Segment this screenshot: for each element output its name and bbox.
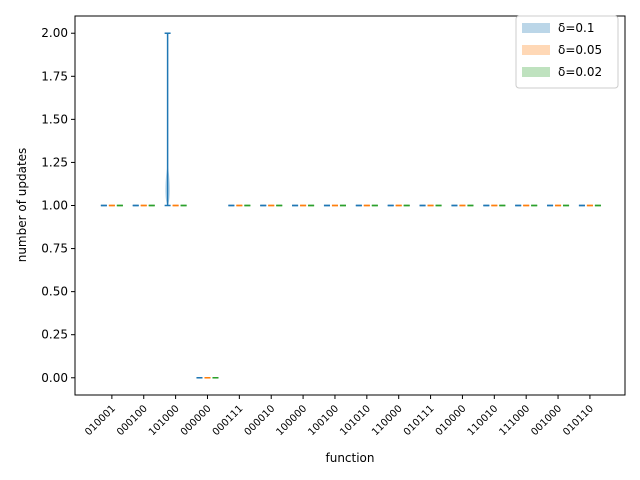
y-tick-label: 0.00 [41, 371, 68, 385]
y-tick-label: 1.75 [41, 69, 68, 83]
legend-swatch [522, 23, 550, 33]
legend-frame [515, 15, 619, 89]
x-tick-label: 000111 [211, 403, 246, 438]
y-tick-label: 1.25 [41, 155, 68, 169]
legend-label: δ=0.05 [558, 43, 602, 57]
y-axis-label: number of updates [15, 148, 29, 263]
x-axis-label: function [325, 451, 374, 465]
legend-swatch [522, 67, 550, 77]
x-tick-label: 000000 [179, 403, 214, 438]
x-tick-label: 101000 [147, 403, 182, 438]
x-tick-label: 111000 [498, 403, 533, 438]
x-tick-label: 001000 [529, 403, 564, 438]
x-tick-label: 101010 [338, 403, 373, 438]
y-tick-label: 2.00 [41, 26, 68, 40]
x-tick-label: 110010 [466, 403, 501, 438]
y-tick-label: 0.25 [41, 328, 68, 342]
x-tick-label: 010000 [434, 403, 469, 438]
y-tick-label: 0.50 [41, 285, 68, 299]
legend-swatch [522, 45, 550, 55]
y-tick-label: 1.00 [41, 199, 68, 213]
legend-label: δ=0.02 [558, 65, 602, 79]
x-tick-label: 010001 [83, 403, 118, 438]
x-tick-label: 110000 [370, 403, 405, 438]
x-tick-label: 010110 [561, 403, 596, 438]
legend-label: δ=0.1 [558, 21, 594, 35]
legend: δ=0.1 δ=0.05 δ=0.02 [515, 15, 619, 89]
y-tick-label: 0.75 [41, 242, 68, 256]
x-tick-label: 100000 [274, 403, 309, 438]
x-tick-label: 100100 [306, 403, 341, 438]
x-tick-label: 000100 [115, 403, 150, 438]
x-tick-label: 000010 [243, 403, 278, 438]
x-tick-label: 010111 [402, 403, 437, 438]
y-tick-label: 1.50 [41, 112, 68, 126]
